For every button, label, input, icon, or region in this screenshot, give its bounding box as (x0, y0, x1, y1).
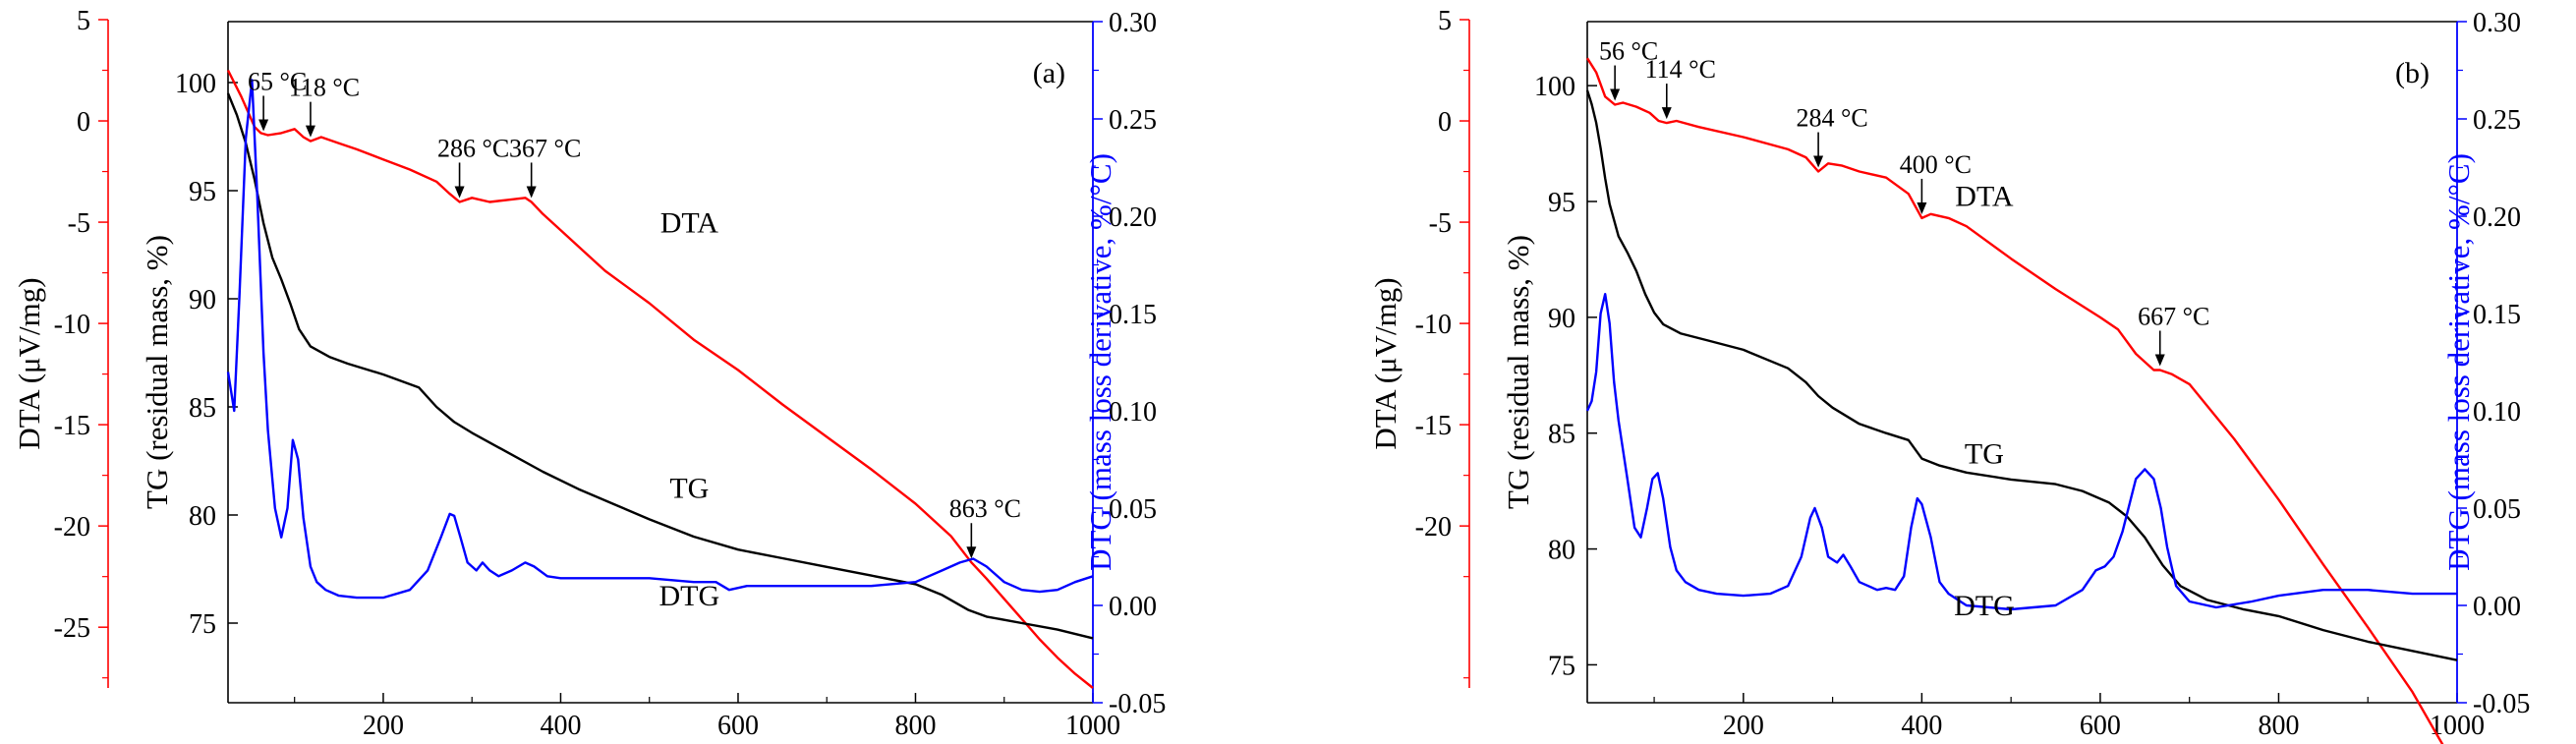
annotation-label: 286 °C (437, 134, 509, 162)
dtg-tick-label: 0.00 (2473, 592, 2521, 622)
x-tick-label: 800 (2258, 711, 2299, 741)
dtg-tick-label: 0.30 (1109, 8, 1157, 38)
dta-tick-label: -20 (54, 512, 90, 543)
dta-tick-label: -10 (1415, 310, 1452, 340)
annotation-label: 667 °C (2138, 302, 2209, 330)
tg-tick-label: 95 (1548, 188, 1575, 218)
series-label-dtg: DTG (1954, 590, 2015, 622)
x-tick-label: 400 (1901, 711, 1942, 741)
series-label-tg: TG (1965, 437, 2004, 470)
dta-axis-title: DTA (μV/mg) (12, 277, 46, 449)
dta-tick-label: -15 (1415, 411, 1452, 441)
annotation-arrow-head (2154, 354, 2165, 367)
annotation-arrow-head (966, 546, 977, 559)
x-tick-label: 400 (540, 711, 581, 741)
dta-tick-label: 5 (77, 6, 90, 36)
series-line-dtg (226, 79, 1094, 600)
series-line-dta (226, 69, 1094, 689)
dta-tick-label: -25 (54, 613, 90, 644)
annotation-label: 284 °C (1796, 104, 1867, 133)
chart-panel-a: 200 400 600 800 1000 5 0 -5 -10 -15 -20 -25 DTA (μV/… (12, 6, 1166, 741)
series-line-dta (1585, 57, 2444, 744)
dtg-tick-label: 0.00 (1109, 592, 1157, 622)
tg-tick-label: 75 (189, 609, 216, 640)
panel-label: (a) (1033, 57, 1065, 89)
dta-tick-label: -10 (54, 310, 90, 340)
annotation-arrow-head (305, 125, 315, 138)
series-line-dtg (1585, 293, 2457, 611)
dtg-axis-title: DTG (mass loss derivative, %/°C) (2441, 153, 2476, 571)
annotation-arrow-head (526, 186, 537, 199)
dta-tick-label: 5 (1438, 6, 1452, 36)
dtg-tick-label: 0.10 (2473, 397, 2521, 428)
dta-tick-label: -20 (1415, 512, 1452, 543)
annotation-label: 400 °C (1900, 150, 1972, 179)
dtg-tick-label: -0.05 (1109, 689, 1166, 719)
x-tick-label: 600 (2080, 711, 2121, 741)
tg-axis-title: TG (residual mass, %) (1501, 235, 1535, 509)
tg-tick-label: 90 (189, 285, 216, 315)
series-label-dtg: DTG (659, 580, 720, 612)
tg-tick-label: 95 (189, 177, 216, 207)
tg-tick-label: 85 (189, 393, 216, 424)
tg-tick-label: 100 (1534, 72, 1575, 102)
series-label-dta: DTA (1955, 181, 2014, 213)
dtg-tick-label: -0.05 (2473, 689, 2530, 719)
dta-tick-label: -5 (68, 208, 90, 239)
series-line-tg (1585, 89, 2458, 661)
tg-axis-title: TG (residual mass, %) (140, 235, 174, 509)
series-label-dta: DTA (660, 206, 719, 239)
panel-label: (b) (2395, 57, 2430, 89)
annotation-arrow-head (1917, 201, 1927, 214)
annotation-arrow-head (1661, 107, 1672, 120)
dtg-tick-label: 0.15 (2473, 300, 2521, 330)
dtg-tick-label: 0.20 (2473, 202, 2521, 233)
dta-tick-label: 0 (77, 107, 90, 138)
x-tick-label: 800 (894, 711, 936, 741)
dta-tick-label: -5 (1429, 208, 1452, 239)
series-label-tg: TG (669, 472, 709, 504)
x-tick-label: 600 (717, 711, 759, 741)
tg-tick-label: 85 (1548, 420, 1575, 450)
dtg-tick-label: 0.25 (1109, 105, 1157, 136)
dta-tick-label: -15 (54, 411, 90, 441)
tg-tick-label: 80 (1548, 536, 1575, 566)
dtg-tick-label: 0.30 (2473, 8, 2521, 38)
dtg-tick-label: 0.25 (2473, 105, 2521, 136)
annotation-label: 367 °C (509, 134, 581, 162)
annotation-arrow-head (258, 119, 269, 132)
tg-tick-label: 80 (189, 501, 216, 532)
dta-axis-title: DTA (μV/mg) (1368, 277, 1402, 449)
x-tick-label: 1000 (1065, 711, 1120, 741)
annotation-label: 56 °C (1599, 37, 1658, 66)
tg-tick-label: 75 (1548, 651, 1575, 681)
dta-tick-label: 0 (1438, 107, 1452, 138)
annotation-label: 65 °C (248, 67, 307, 95)
dtg-tick-label: 0.15 (1109, 300, 1157, 330)
dtg-axis-title: DTG (mass loss derivative, %/°C) (1083, 153, 1117, 571)
annotation-label: 114 °C (1645, 55, 1716, 84)
annotation-arrow-head (1813, 155, 1824, 168)
x-tick-label: 200 (363, 711, 404, 741)
dtg-tick-label: 0.20 (1109, 202, 1157, 233)
tg-tick-label: 100 (175, 69, 216, 99)
annotation-arrow-head (1610, 88, 1621, 101)
annotation-arrow-head (454, 186, 465, 199)
dtg-tick-label: 0.10 (1109, 397, 1157, 428)
tg-tick-label: 90 (1548, 304, 1575, 334)
annotation-label: 118 °C (289, 74, 360, 102)
dtg-tick-label: 0.05 (1109, 494, 1157, 525)
series-line-tg (226, 92, 1094, 640)
dtg-tick-label: 0.05 (2473, 494, 2521, 525)
x-tick-label: 200 (1723, 711, 1764, 741)
annotation-label: 863 °C (949, 494, 1021, 523)
